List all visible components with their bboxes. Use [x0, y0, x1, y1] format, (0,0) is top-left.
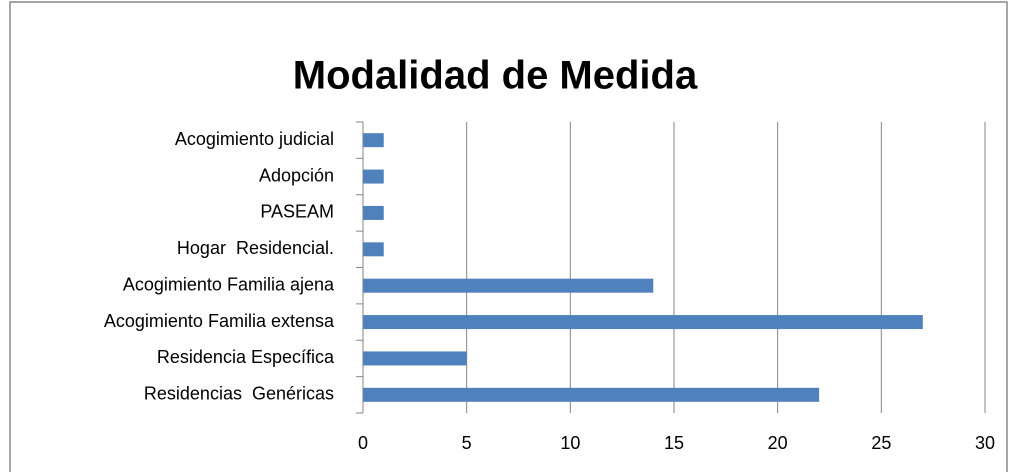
y-tick-label: Acogimiento judicial [175, 129, 334, 149]
y-tick-label: Residencias Genéricas [144, 384, 334, 404]
y-tick-label: Hogar Residencial. [177, 238, 334, 258]
bar [363, 387, 820, 402]
x-tick-label: 30 [975, 433, 995, 453]
x-tick-label: 20 [768, 433, 788, 453]
y-tick-label: Acogimiento Familia extensa [104, 311, 335, 331]
bar [363, 242, 384, 257]
y-tick-label: Residencia Específica [157, 347, 335, 367]
bar [363, 169, 384, 184]
bar [363, 351, 467, 366]
y-tick-label: PASEAM [260, 202, 334, 222]
bar [363, 315, 923, 330]
x-tick-label: 10 [560, 433, 580, 453]
y-tick-label: Adopción [259, 165, 334, 185]
x-tick-label: 25 [871, 433, 891, 453]
x-tick-label: 5 [462, 433, 472, 453]
bar [363, 133, 384, 148]
chart-title: Modalidad de Medida [293, 54, 698, 98]
bar [363, 205, 384, 220]
x-tick-label: 0 [358, 433, 368, 453]
bar [363, 278, 654, 293]
y-tick-label: Acogimiento Familia ajena [123, 274, 335, 294]
x-tick-label: 15 [664, 433, 684, 453]
